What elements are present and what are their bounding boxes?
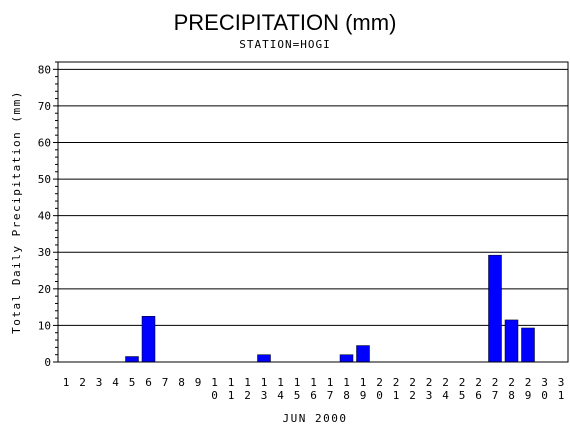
- bar: [488, 254, 502, 363]
- bar: [125, 356, 139, 363]
- x-tick-label: 1: [63, 376, 70, 389]
- bar: [257, 354, 271, 363]
- y-axis-label: Total Daily Precipitation (mm): [10, 90, 23, 334]
- x-tick-label: 2: [492, 376, 499, 389]
- x-tick-label: 2: [508, 376, 515, 389]
- bar: [339, 354, 354, 363]
- x-tick-label: 2: [475, 376, 482, 389]
- y-tick-label: 40: [38, 210, 51, 223]
- x-tick-label: 4: [442, 389, 449, 402]
- x-tick-label: 1: [310, 376, 317, 389]
- x-tick-label: 9: [360, 389, 367, 402]
- plot-area-frame: [57, 61, 569, 363]
- x-tick-label: 1: [261, 376, 268, 389]
- x-tick-label: 6: [310, 389, 317, 402]
- x-tick-label: 1: [277, 376, 284, 389]
- x-tick-label: 3: [96, 376, 103, 389]
- bar: [521, 327, 535, 363]
- y-tick-label: 70: [38, 100, 51, 113]
- bar: [504, 319, 519, 363]
- grid-lines: [58, 68, 568, 326]
- x-tick-label: 9: [195, 376, 202, 389]
- x-tick-label: 1: [343, 376, 350, 389]
- x-tick-label: 5: [459, 389, 466, 402]
- x-tick-label: 8: [508, 389, 515, 402]
- x-tick-label: 0: [211, 389, 218, 402]
- bar: [356, 345, 370, 363]
- y-tick-label: 30: [38, 246, 51, 259]
- x-tick-label: 2: [426, 376, 433, 389]
- x-tick-label: 1: [327, 376, 334, 389]
- bar: [141, 316, 156, 363]
- x-tick-label: 1: [211, 376, 218, 389]
- x-tick-label: 3: [261, 389, 268, 402]
- y-tick-label: 0: [44, 356, 51, 369]
- x-tick-label: 3: [426, 389, 433, 402]
- x-tick-label: 6: [145, 376, 152, 389]
- x-axis-ticks: 1 2 3 4 5 6 7 8 9 1011121314151617181920212223242…: [63, 376, 565, 402]
- y-tick-label: 20: [38, 283, 51, 296]
- x-tick-label: 2: [409, 389, 416, 402]
- x-tick-label: 2: [409, 376, 416, 389]
- x-tick-label: 4: [277, 389, 284, 402]
- x-tick-label: 2: [525, 376, 532, 389]
- y-tick-label: 60: [38, 136, 51, 149]
- x-tick-label: 5: [129, 376, 136, 389]
- x-tick-label: 0: [541, 389, 548, 402]
- x-tick-label: 2: [244, 389, 251, 402]
- x-tick-label: 1: [228, 376, 235, 389]
- y-tick-label: 10: [38, 319, 51, 332]
- x-tick-label: 6: [475, 389, 482, 402]
- x-axis-label: JUN 2000: [283, 412, 348, 425]
- x-tick-label: 4: [112, 376, 119, 389]
- x-tick-label: 2: [393, 376, 400, 389]
- x-tick-label: 1: [244, 376, 251, 389]
- y-tick-label: 50: [38, 173, 51, 186]
- x-tick-label: 7: [162, 376, 169, 389]
- x-tick-label: 3: [541, 376, 548, 389]
- x-tick-label: 1: [558, 389, 565, 402]
- bars: [125, 254, 535, 363]
- y-tick-label: 80: [38, 63, 51, 76]
- chart-title: PRECIPITATION (mm): [174, 10, 397, 35]
- x-tick-label: 2: [79, 376, 86, 389]
- y-axis-ticks: 0 10 20 30 40 50 60 70 80: [38, 61, 58, 369]
- x-tick-label: 8: [343, 389, 350, 402]
- x-tick-label: 2: [459, 376, 466, 389]
- x-tick-label: 5: [294, 389, 301, 402]
- x-tick-label: 8: [178, 376, 185, 389]
- x-tick-label: 1: [360, 376, 367, 389]
- x-tick-label: 1: [228, 389, 235, 402]
- x-tick-label: 7: [327, 389, 334, 402]
- x-tick-label: 9: [525, 389, 532, 402]
- x-tick-label: 1: [294, 376, 301, 389]
- x-tick-label: 2: [442, 376, 449, 389]
- x-tick-label: 3: [558, 376, 565, 389]
- x-tick-label: 0: [376, 389, 383, 402]
- x-tick-label: 1: [393, 389, 400, 402]
- chart-subtitle: STATION=HOGI: [239, 38, 330, 51]
- x-tick-label: 2: [376, 376, 383, 389]
- x-tick-label: 7: [492, 389, 499, 402]
